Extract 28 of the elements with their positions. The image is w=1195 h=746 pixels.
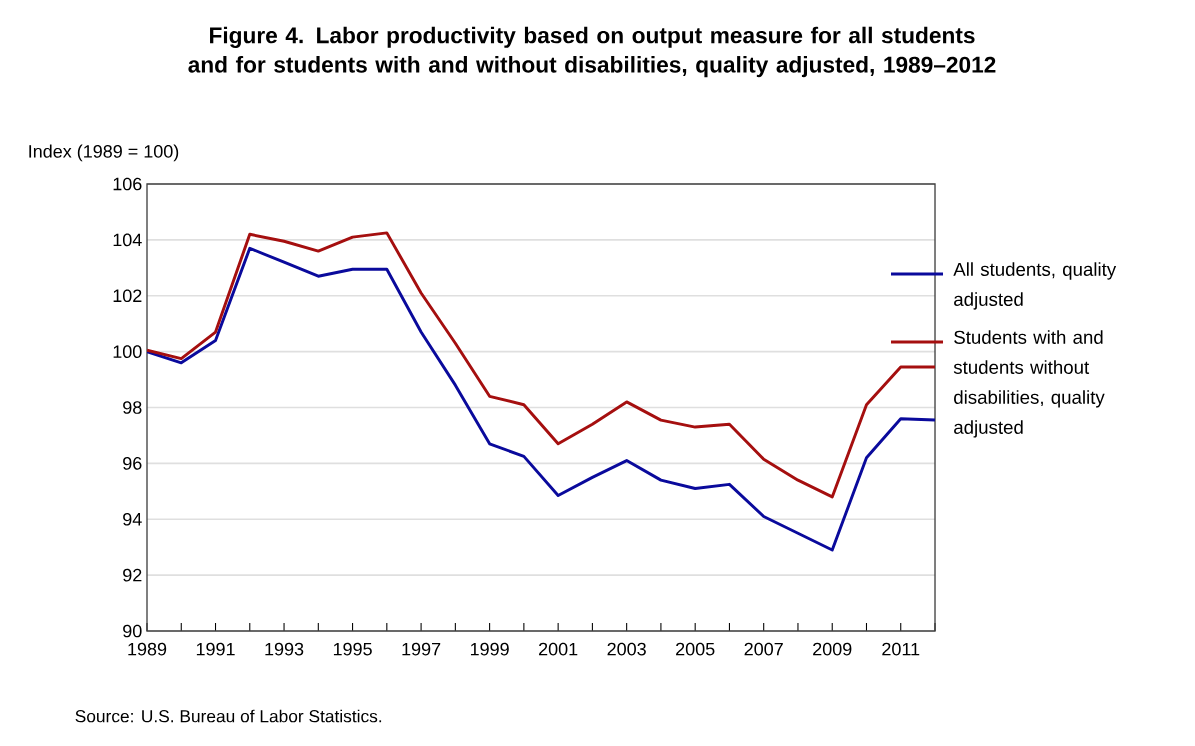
x-tick-label: 2011 (882, 642, 920, 656)
y-tick-label: 104 (113, 233, 142, 247)
y-tick-label: 102 (113, 289, 142, 303)
chart-title: Figure 4. Labor productivity based on output measure for all students and for students with and without disabilities, quality adjusted, 1989–2012 (188, 26, 996, 78)
x-tick-label: 2005 (676, 642, 715, 656)
line-series (147, 231, 936, 499)
x-tick-label: 1993 (265, 642, 304, 656)
y-tick-label: 100 (113, 345, 142, 358)
y-tick-label: 94 (123, 512, 142, 526)
x-tick-label: 2003 (607, 642, 646, 656)
line-series (147, 246, 936, 552)
x-tick-label: 1999 (470, 642, 509, 656)
x-tick-label: 2009 (813, 642, 852, 656)
source-note: Source: U.S. Bureau of Labor Statistics. (75, 709, 382, 723)
y-tick-label: 92 (123, 568, 142, 582)
x-tick-label: 1989 (128, 642, 167, 656)
legend-label: Students with and students without disabilities, quality adjusted (953, 330, 1105, 438)
x-tick-label: 2007 (744, 642, 783, 656)
y-axis-title: Index (1989 = 100) (29, 144, 179, 162)
x-tick-label: 2001 (539, 642, 578, 656)
legend-label: All students, quality adjusted (953, 262, 1117, 310)
y-tick-label: 106 (113, 177, 142, 191)
x-tick-label: 1991 (196, 642, 235, 656)
x-tick-label: 1995 (333, 642, 372, 656)
y-tick-label: 96 (123, 457, 142, 470)
y-tick-label: 98 (123, 401, 142, 414)
y-tick-label: 90 (123, 624, 142, 638)
x-tick-label: 1997 (402, 642, 441, 656)
